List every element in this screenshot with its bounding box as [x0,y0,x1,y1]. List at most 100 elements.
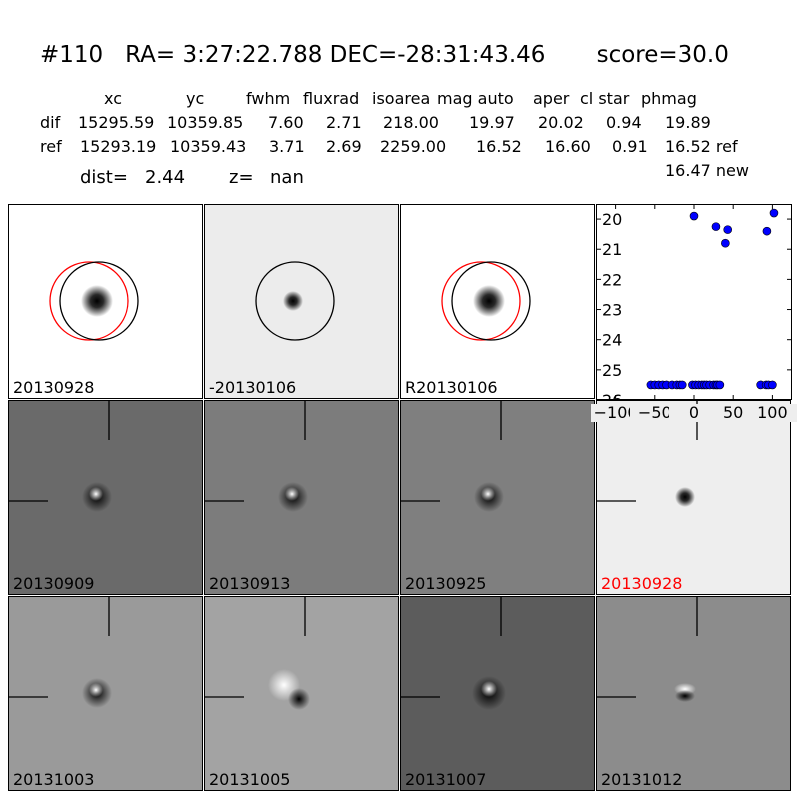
candidate-title: #110 RA= 3:27:22.788 DEC=-28:31:43.46 sc… [40,42,729,68]
y-tick-label: 26 [602,391,622,400]
ref-aperture-circle [441,261,521,341]
dif-mag-auto: 19.97 [469,113,515,132]
source-blob [675,487,695,507]
stamp-date-label: 20131007 [405,770,487,789]
ref-xc: 15293.19 [80,137,157,156]
stamp-date-label: 20130909 [13,574,95,593]
stamp-image [9,205,202,398]
source-bright-lobe [89,683,103,697]
source-blob [473,285,505,317]
ref-fluxrad: 2.69 [326,137,362,156]
data-point [723,225,733,234]
dif-aperture-circle [59,261,139,341]
stamp-image [401,401,594,594]
dist-value: 2.44 [145,167,186,188]
dif-aper: 20.02 [538,113,584,132]
lightcurve-plot: 20 21 22 23 24 25 26 [596,204,792,400]
stamp-panel: 20131007 [400,596,595,791]
stamp-date-label: 20130913 [209,574,291,593]
ref-label: ref [40,137,62,156]
source-bright-lobe [285,487,299,501]
stamp-image [9,597,202,790]
col-phmag: phmag [641,89,697,108]
dif-xc: 15295.59 [78,113,155,132]
source-dark-lobe [675,690,695,702]
y-tick-label: 25 [602,361,622,380]
stamp-image [205,205,398,398]
dif-phmag: 19.89 [665,113,711,132]
y-tick-label: 20 [602,210,622,229]
ref-cl-star: 0.91 [612,137,648,156]
data-point [689,211,699,221]
stamp-date-label: 20130928 [601,574,683,593]
data-point [762,226,772,236]
ref-fwhm: 3.71 [269,137,305,156]
x-tick-label: 100 [747,404,798,422]
stamp-image [9,401,202,594]
y-tick-label: 21 [602,240,622,259]
ref-phmag: 16.52 ref [665,137,738,156]
dif-aperture-circle [451,261,531,341]
plot-frame [596,204,792,400]
stamp-image [205,597,398,790]
ref-isoarea: 2259.00 [380,137,447,156]
source-blob [283,291,303,311]
z-value: nan [270,167,304,188]
dif-fluxrad: 2.71 [326,113,362,132]
stamp-image [597,597,790,790]
stamp-image [401,205,594,398]
stamp-date-label: -20130106 [209,378,297,397]
ref-aperture-circle [49,261,129,341]
col-mag-auto: mag auto [437,89,514,108]
col-fluxrad: fluxrad [303,89,360,108]
data-point [677,380,687,390]
col-isoarea: isoarea [372,89,431,108]
stamp-panel: 20131003 [8,596,203,791]
stamp-image [205,401,398,594]
stamp-panel: -20130106 [204,204,399,399]
stamp-panel: 20130913 [204,400,399,595]
col-aper: aper [533,89,570,108]
source-bright-lobe [481,487,495,501]
stamp-date-label: 20131003 [13,770,95,789]
ref-yc: 10359.43 [170,137,247,156]
source-bright-lobe [481,681,497,697]
dif-cl-star: 0.94 [606,113,642,132]
dif-yc: 10359.85 [167,113,244,132]
stamp-date-label: R20130106 [405,378,498,397]
dif-aperture-circle [255,261,335,341]
col-xc: xc [104,89,122,108]
dist-label: dist= [80,167,128,188]
dif-fwhm: 7.60 [268,113,304,132]
new-phmag: 16.47 new [665,161,749,180]
stamp-panel: 20130925 [400,400,595,595]
source-dark-lobe [288,688,310,710]
plot-background [596,204,792,400]
ref-aper: 16.60 [545,137,591,156]
dif-isoarea: 218.00 [383,113,439,132]
z-label: z= [229,167,254,188]
stamp-panel: 20131005 [204,596,399,791]
stamp-panel: 20130928 [8,204,203,399]
stamp-date-label: 20131005 [209,770,291,789]
y-tick-label: 24 [602,331,622,350]
data-point [768,380,777,390]
stamp-panel: 20130928 [596,400,791,595]
col-cl-star: cl star [580,89,630,108]
col-fwhm: fwhm [246,89,291,108]
stamp-panel: 20130909 [8,400,203,595]
dif-label: dif [40,113,61,132]
data-point [769,208,779,218]
x-tick-label: 0 [669,404,719,422]
x-tick-label: 50 [708,404,759,422]
data-point [711,222,721,231]
stamp-date-label: 20130925 [405,574,487,593]
stamp-image [401,597,594,790]
stamp-panel: 20131012 [596,596,791,791]
stamp-date-label: 20130928 [13,378,95,397]
y-tick-label: 22 [602,270,622,289]
ref-mag-auto: 16.52 [476,137,522,156]
stamp-panel: R20130106 [400,204,595,399]
x-tick-label: −50 [629,404,680,422]
data-point [721,238,730,248]
